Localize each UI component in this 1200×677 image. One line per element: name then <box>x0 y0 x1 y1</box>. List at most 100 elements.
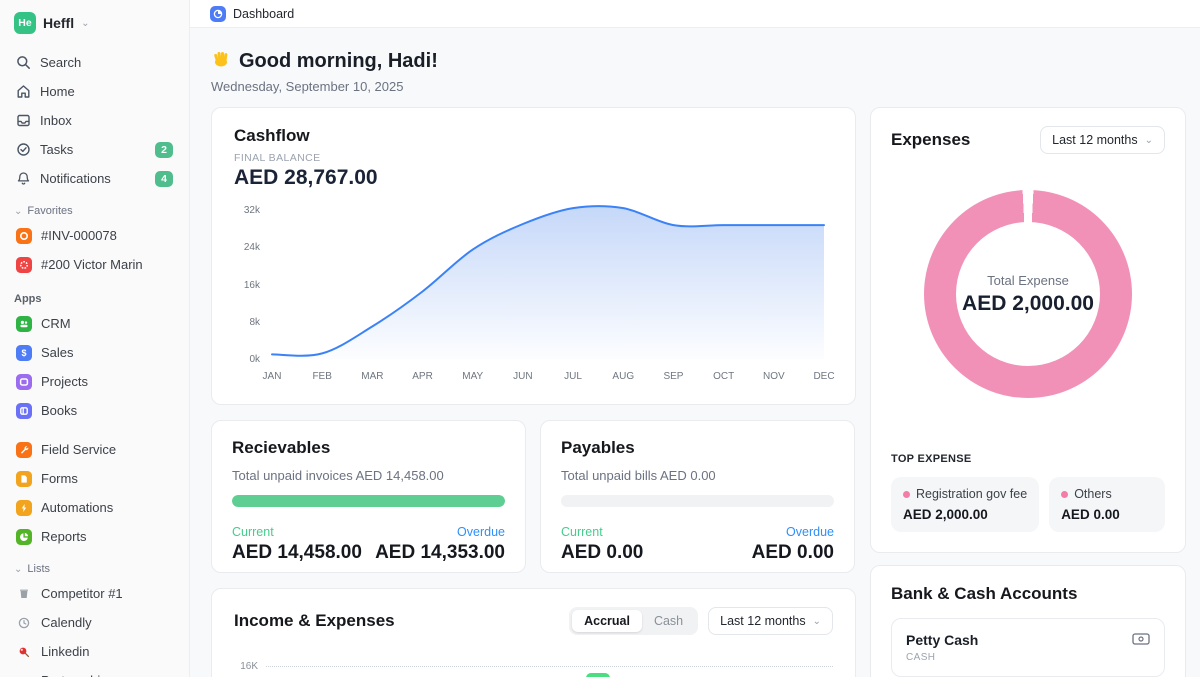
search-icon <box>16 55 31 70</box>
trash-icon <box>16 586 32 602</box>
books-icon <box>16 402 32 419</box>
list-item-partnerships[interactable]: Partnerships <box>12 666 177 677</box>
y-axis-tick: 8k <box>249 316 260 328</box>
expenses-period-select[interactable]: Last 12 months ⌄ <box>1040 126 1165 154</box>
y-axis-tick: 16k <box>243 279 260 291</box>
sidebar-item-notifications[interactable]: Notifications 4 <box>12 164 177 193</box>
x-axis-tick: JUN <box>513 371 533 382</box>
top-expense-label: TOP EXPENSE <box>891 453 972 465</box>
dashboard-content: Good morning, Hadi! Wednesday, September… <box>190 28 1200 677</box>
payables-current: Current AED 0.00 <box>561 525 644 563</box>
bell-icon <box>16 171 31 186</box>
chevron-down-icon: ⌄ <box>14 205 23 217</box>
list-item-label: Competitor #1 <box>41 586 123 601</box>
income-period-select[interactable]: Last 12 months ⌄ <box>708 607 833 635</box>
dashboard-icon <box>210 5 226 22</box>
cashflow-chart: 32k 24k 16k 8k 0k <box>234 204 833 369</box>
total-expense-value: AED 2,000.00 <box>962 291 1094 315</box>
sidebar-item-inbox[interactable]: Inbox <box>12 106 177 135</box>
handshake-icon <box>16 673 32 677</box>
y-axis-tick: 32k <box>243 205 260 216</box>
list-item-calendly[interactable]: Calendly <box>12 608 177 637</box>
sidebar-item-projects[interactable]: Projects <box>12 367 177 396</box>
lightning-icon <box>16 499 32 516</box>
sidebar-item-forms[interactable]: Forms <box>12 464 177 493</box>
x-axis-tick: FEB <box>312 371 332 382</box>
cashflow-amount: AED 28,767.00 <box>234 166 378 189</box>
cashflow-subtitle: FINAL BALANCE <box>234 152 321 164</box>
list-item-linkedin[interactable]: Linkedin <box>12 637 177 666</box>
main-area: Dashboard Good morning, Hadi! Wednesday,… <box>190 0 1200 677</box>
cashflow-card: Cashflow FINAL BALANCE AED 28,767.00 32k… <box>211 107 856 405</box>
cashflow-x-axis: JAN FEB MAR APR MAY JUN JUL AUG SEP OCT NOV DEC <box>263 371 835 387</box>
invoice-icon <box>16 227 32 244</box>
cashflow-plot <box>268 204 828 369</box>
x-axis-tick: MAR <box>361 371 384 382</box>
x-axis-tick: DEC <box>813 371 835 382</box>
list-item-competitor[interactable]: Competitor #1 <box>12 579 177 608</box>
lists-section-toggle[interactable]: ⌄ Lists <box>14 563 175 575</box>
favorite-item-label: #200 Victor Marin <box>41 257 143 272</box>
sidebar-item-sales[interactable]: $ Sales <box>12 338 177 367</box>
donut-center: Total Expense AED 2,000.00 <box>956 222 1100 366</box>
document-icon <box>16 470 32 487</box>
tab-dashboard[interactable]: Dashboard <box>210 5 294 22</box>
legend-dot <box>1061 490 1069 498</box>
receivables-overdue: Overdue AED 14,353.00 <box>375 525 505 563</box>
inbox-icon <box>16 113 31 128</box>
topbar: Dashboard <box>190 0 1200 28</box>
sidebar-item-automations[interactable]: Automations <box>12 493 177 522</box>
account-name: Petty Cash <box>906 632 979 648</box>
workspace-switcher[interactable]: He Heffl ⌄ <box>12 10 177 48</box>
chevron-down-icon: ⌄ <box>14 563 23 575</box>
x-axis-tick: AUG <box>612 371 635 382</box>
accrual-toggle-option[interactable]: Accrual <box>572 610 642 632</box>
banknote-icon <box>1132 632 1150 651</box>
favorite-item-contact[interactable]: #200 Victor Marin <box>12 250 177 279</box>
favorites-section-toggle[interactable]: ⌄ Favorites <box>14 205 175 217</box>
x-axis-tick: SEP <box>663 371 684 382</box>
sidebar-item-label: Home <box>40 84 75 99</box>
sidebar-item-label: Notifications <box>40 171 111 186</box>
pushpin-icon <box>16 644 32 660</box>
expenses-title: Expenses <box>891 130 971 149</box>
x-axis-tick: APR <box>412 371 433 382</box>
sidebar-item-label: Forms <box>41 471 78 486</box>
current-date: Wednesday, September 10, 2025 <box>211 79 404 94</box>
sidebar-item-label: Field Service <box>41 442 117 457</box>
sidebar-item-label: Projects <box>41 374 88 389</box>
cashflow-y-axis: 32k 24k 16k 8k 0k <box>234 204 268 369</box>
income-expenses-chart: 16K <box>234 661 833 677</box>
expense-chip-registration[interactable]: Registration gov fee AED 2,000.00 <box>891 477 1040 532</box>
x-axis-tick: MAY <box>462 371 484 382</box>
payables-title: Payables <box>561 438 635 457</box>
receivables-card: Recievables Total unpaid invoices AED 14… <box>211 420 526 573</box>
favorite-item-invoice[interactable]: #INV-000078 <box>12 221 177 250</box>
notifications-count-badge: 4 <box>155 170 173 187</box>
payables-overdue: Overdue AED 0.00 <box>751 525 834 563</box>
wrench-icon <box>16 441 32 458</box>
bank-accounts-card: Bank & Cash Accounts Petty Cash CASH <box>870 565 1186 677</box>
sidebar-item-home[interactable]: Home <box>12 77 177 106</box>
favorites-section-label: Favorites <box>27 205 73 217</box>
sidebar-item-label: Reports <box>41 529 87 544</box>
sidebar-item-tasks[interactable]: Tasks 2 <box>12 135 177 164</box>
favorite-item-label: #INV-000078 <box>41 228 117 243</box>
cashflow-title: Cashflow <box>234 126 310 145</box>
sidebar-item-reports[interactable]: Reports <box>12 522 177 551</box>
sales-icon: $ <box>16 344 32 361</box>
gridline <box>266 666 833 667</box>
clock-icon <box>16 615 32 631</box>
sidebar-item-label: Sales <box>41 345 74 360</box>
sidebar-item-crm[interactable]: CRM <box>12 309 177 338</box>
expense-chip-others[interactable]: Others AED 0.00 <box>1049 477 1165 532</box>
sidebar-item-field-service[interactable]: Field Service <box>12 435 177 464</box>
sidebar-item-books[interactable]: Books <box>12 396 177 425</box>
cash-toggle-option[interactable]: Cash <box>653 614 684 628</box>
y-axis-tick: 0k <box>249 354 260 365</box>
account-row-petty-cash[interactable]: Petty Cash CASH <box>891 618 1165 677</box>
income-expenses-title: Income & Expenses <box>234 611 395 630</box>
chevron-down-icon: ⌄ <box>1144 134 1153 146</box>
receivables-subtitle: Total unpaid invoices AED 14,458.00 <box>232 468 444 483</box>
sidebar-item-search[interactable]: Search <box>12 48 177 77</box>
